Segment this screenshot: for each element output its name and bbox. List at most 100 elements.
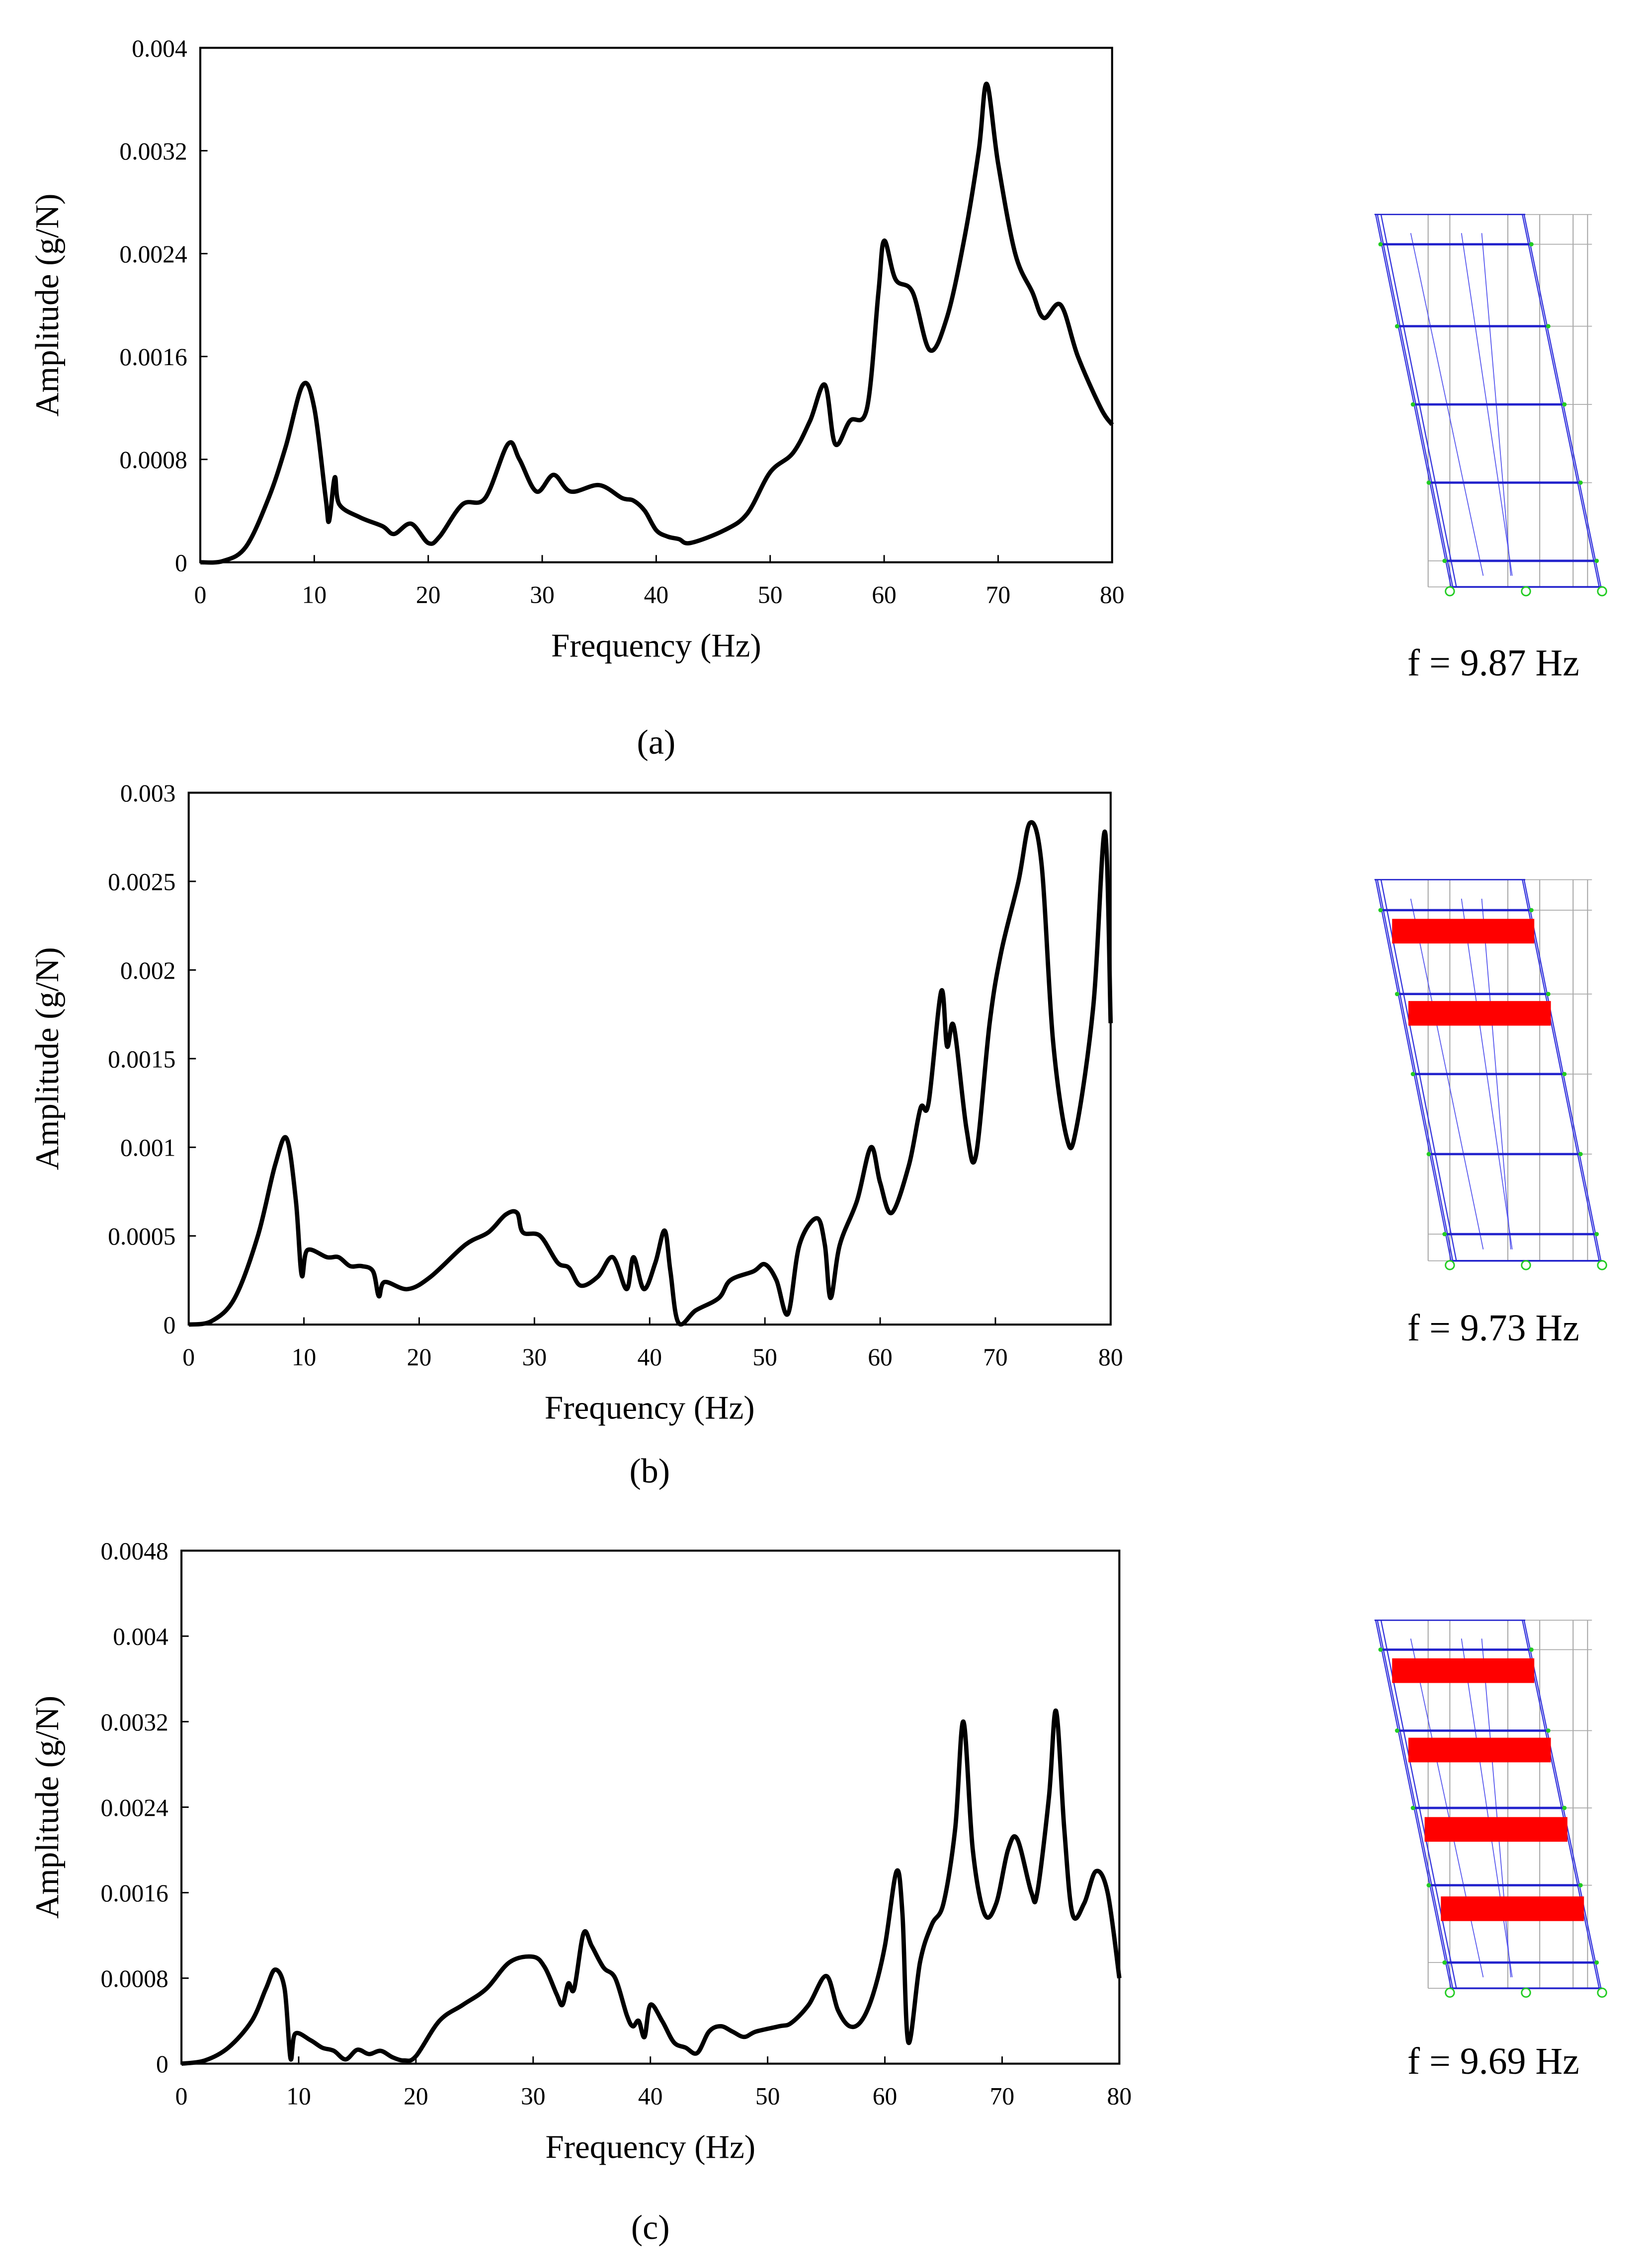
x-tick-label: 30 xyxy=(521,2082,546,2110)
node xyxy=(1442,558,1447,563)
mode-frequency: f = 9.73 Hz xyxy=(1407,1307,1579,1349)
frame-column xyxy=(1377,879,1454,1261)
y-tick-label: 0.0024 xyxy=(100,1794,168,1821)
frame-column xyxy=(1375,879,1452,1261)
x-tick-label: 70 xyxy=(983,1343,1008,1371)
x-tick-label: 70 xyxy=(986,581,1011,608)
node xyxy=(1562,1072,1567,1077)
x-tick-label: 80 xyxy=(1100,581,1125,608)
mode-frequency: f = 9.69 Hz xyxy=(1407,2040,1579,2082)
node xyxy=(1546,992,1551,997)
x-tick-label: 60 xyxy=(872,581,897,608)
node xyxy=(1394,324,1399,328)
x-tick-label: 30 xyxy=(522,1343,547,1371)
x-tick-label: 20 xyxy=(407,1343,432,1371)
frame-column xyxy=(1523,214,1602,587)
x-tick-label: 0 xyxy=(194,581,207,608)
node xyxy=(1426,480,1431,485)
node xyxy=(1410,1805,1415,1810)
x-tick-label: 70 xyxy=(990,2082,1015,2110)
damper xyxy=(1424,1817,1567,1842)
frame-column xyxy=(1377,214,1454,587)
x-tick-label: 10 xyxy=(302,581,327,608)
y-tick-label: 0.0015 xyxy=(108,1045,175,1073)
x-tick-label: 50 xyxy=(755,2082,780,2110)
frame-column xyxy=(1523,879,1602,1261)
y-tick-label: 0 xyxy=(164,1312,176,1339)
node xyxy=(1529,1647,1534,1652)
y-tick-label: 0.0016 xyxy=(119,343,187,371)
x-axis-label: Frequency (Hz) xyxy=(545,1389,755,1426)
node xyxy=(1578,1883,1583,1887)
frame-column xyxy=(1377,1620,1454,1989)
node xyxy=(1394,992,1399,997)
frame-column xyxy=(1522,879,1600,1261)
line-series xyxy=(188,820,1113,1327)
chart: 0 0.0008 0.0016 0.0024 0.0032 0.004 0 10 20 30 40 5… xyxy=(28,35,1579,762)
x-tick-label: 20 xyxy=(404,2082,428,2110)
y-tick-label: 0.004 xyxy=(132,35,187,62)
damper xyxy=(1392,1658,1535,1683)
x-tick-label: 10 xyxy=(292,1343,317,1371)
support xyxy=(1597,1260,1607,1270)
y-tick-label: 0 xyxy=(175,549,187,576)
y-tick-label: 0.004 xyxy=(113,1623,168,1650)
frame-diagram xyxy=(1374,1619,1607,1998)
frame-column xyxy=(1522,214,1600,587)
y-axis-label: Amplitude (g/N) xyxy=(28,947,66,1170)
caption: (a) xyxy=(637,723,676,762)
frame-column xyxy=(1380,214,1457,587)
frame-column xyxy=(1375,1620,1452,1989)
node xyxy=(1378,1647,1383,1652)
node xyxy=(1394,1728,1399,1733)
support xyxy=(1445,1987,1455,1998)
support xyxy=(1597,586,1607,597)
frame-column xyxy=(1522,1620,1600,1989)
support xyxy=(1597,1987,1607,1998)
frame-column xyxy=(1375,214,1452,587)
y-tick-label: 0.001 xyxy=(120,1134,176,1162)
node xyxy=(1442,1232,1447,1237)
x-tick-label: 20 xyxy=(416,581,441,608)
caption: (c) xyxy=(631,2209,670,2247)
node xyxy=(1426,1883,1431,1887)
damper xyxy=(1408,1001,1551,1026)
node xyxy=(1426,1152,1431,1157)
chart: 0 0.0008 0.0016 0.0024 0.0032 0.004 0.0048 0 10 2… xyxy=(28,1538,1579,2247)
node xyxy=(1378,242,1383,247)
frame-diagram xyxy=(1374,879,1607,1270)
x-axis-label: Frequency (Hz) xyxy=(545,2128,755,2165)
y-tick-label: 0.0024 xyxy=(119,240,187,268)
y-axis-label: Amplitude (g/N) xyxy=(28,1696,66,1919)
y-tick-label: 0.0016 xyxy=(100,1879,168,1907)
node xyxy=(1410,1072,1415,1077)
y-tick-label: 0.0048 xyxy=(100,1538,168,1565)
mode-frequency: f = 9.87 Hz xyxy=(1407,642,1579,684)
y-tick-label: 0.0005 xyxy=(108,1223,175,1250)
y-tick-label: 0.003 xyxy=(120,780,176,807)
y-tick-label: 0.0032 xyxy=(119,138,187,165)
y-axis-label: Amplitude (g/N) xyxy=(28,194,66,417)
node xyxy=(1378,908,1383,913)
x-tick-label: 40 xyxy=(637,1343,662,1371)
support xyxy=(1521,1987,1531,1998)
x-tick-label: 40 xyxy=(638,2082,663,2110)
damper xyxy=(1408,1737,1551,1763)
support xyxy=(1445,1260,1455,1270)
node xyxy=(1562,402,1567,407)
x-tick-label: 60 xyxy=(873,2082,898,2110)
frame-column xyxy=(1523,1620,1602,1989)
caption: (b) xyxy=(629,1452,670,1490)
node xyxy=(1578,480,1583,485)
node xyxy=(1529,242,1534,247)
x-tick-label: 0 xyxy=(182,1343,195,1371)
node xyxy=(1442,1960,1447,1965)
x-tick-label: 80 xyxy=(1098,1343,1123,1371)
node xyxy=(1594,1960,1599,1965)
support xyxy=(1445,586,1455,597)
x-tick-label: 80 xyxy=(1107,2082,1132,2110)
node xyxy=(1529,908,1534,913)
plot-frame xyxy=(187,791,1112,1326)
y-tick-label: 0 xyxy=(156,2050,168,2078)
node xyxy=(1594,558,1599,563)
